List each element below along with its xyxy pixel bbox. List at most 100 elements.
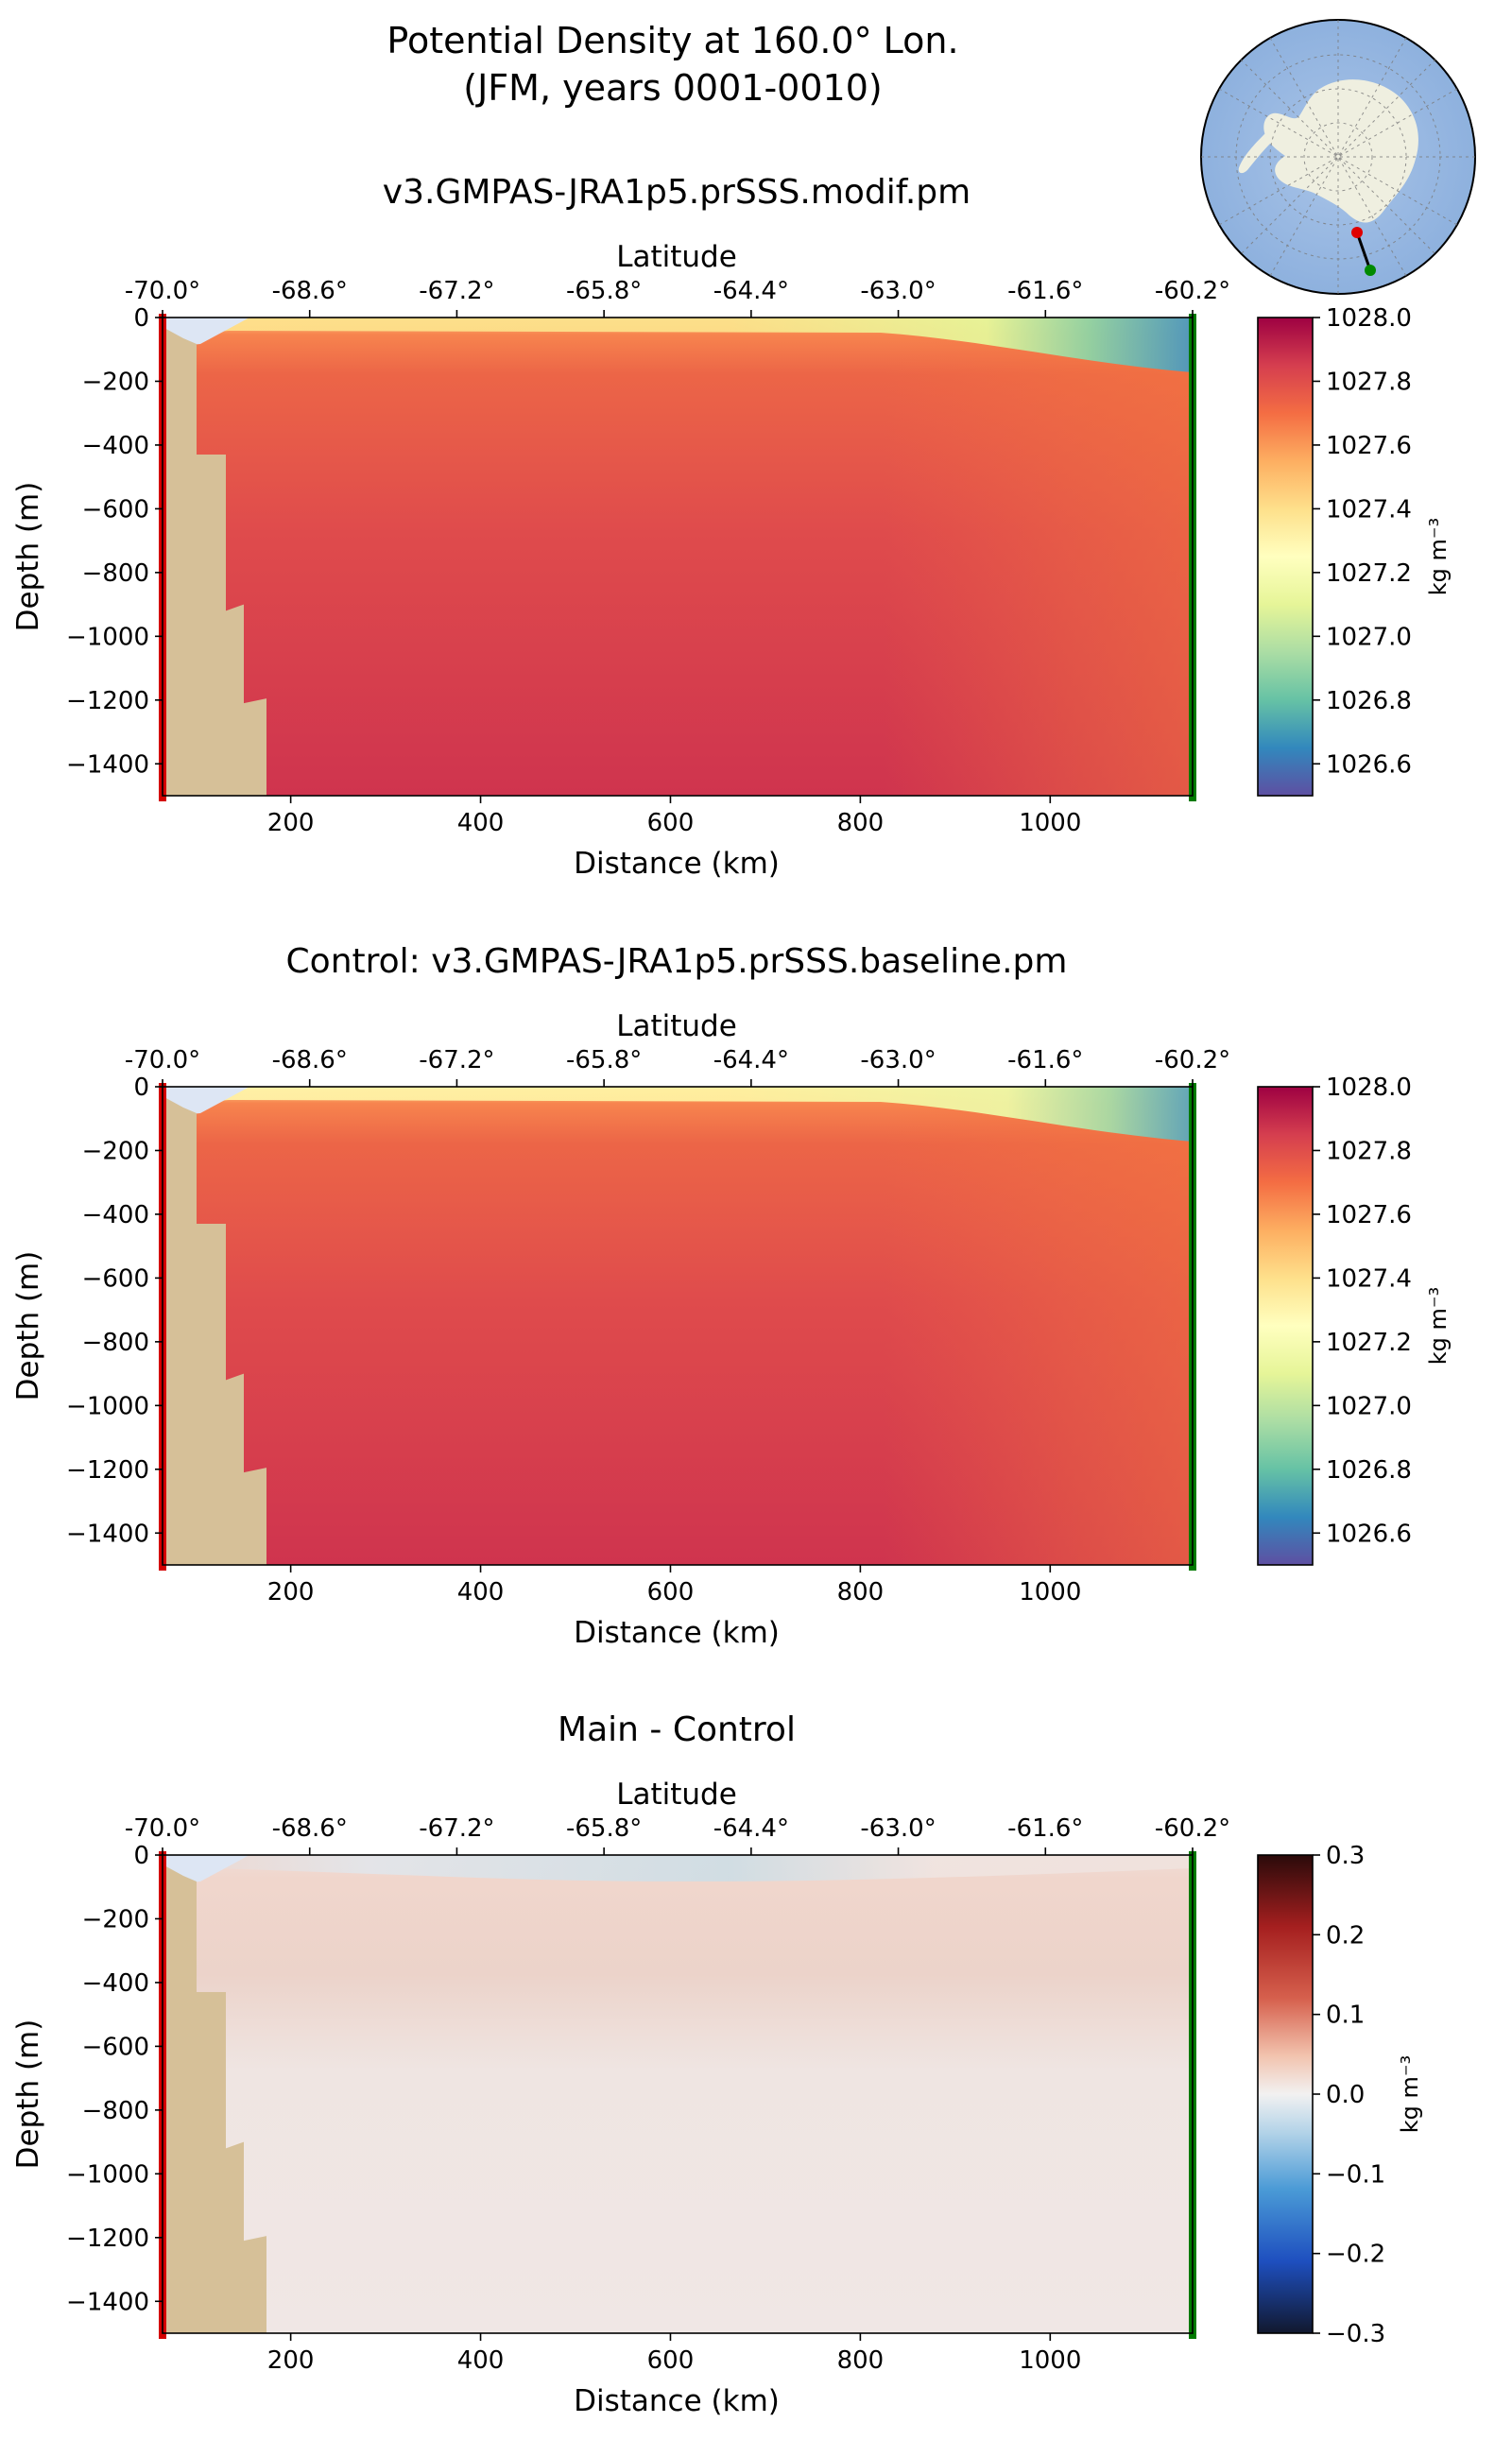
top-tick-label: -61.6° [1007, 1814, 1083, 1843]
top-tick-label: -63.0° [860, 277, 936, 305]
colorbar-tick-label: −0.1 [1326, 2160, 1385, 2189]
transect-end-dot [1365, 265, 1376, 276]
y-tick-label: −1200 [66, 687, 149, 715]
x-tick-label: 400 [457, 1578, 505, 1606]
top-tick-label: -64.4° [713, 1046, 789, 1074]
y-tick-label: −600 [82, 495, 149, 524]
colorbar-tick-label: −0.2 [1326, 2241, 1385, 2269]
field-offshore-tint [163, 318, 1193, 796]
top-tick-label: -67.2° [419, 1814, 494, 1843]
panel-title: v3.GMPAS-JRA1p5.prSSS.modif.pm [383, 173, 971, 212]
colorbar-label: kg m⁻³ [1425, 518, 1452, 595]
bathymetry-land [163, 327, 266, 796]
x-tick-label: 400 [457, 2346, 505, 2375]
panel-difference: Main - Control 200 400 600 800 1000 Distance (… [11, 1710, 1423, 2418]
colorbar-tick-label: 1027.8 [1326, 368, 1412, 396]
inset-map [1200, 19, 1476, 295]
transect-line [1355, 232, 1372, 271]
colorbar-tick-label: −0.3 [1326, 2320, 1385, 2348]
top-tick-label: -70.0° [125, 277, 200, 305]
top-axis-label: Latitude [616, 1009, 737, 1043]
y-tick-label: −1200 [66, 2225, 149, 2253]
colorbar-tick-label: 1027.4 [1326, 1264, 1412, 1293]
x-tick-label: 1000 [1019, 1578, 1081, 1606]
top-tick-label: -60.2° [1155, 277, 1230, 305]
top-tick-label: -68.6° [272, 1046, 348, 1074]
top-tick-label: -68.6° [272, 1814, 348, 1843]
x-tick-label: 200 [267, 1578, 315, 1606]
surface-layer [163, 1855, 1193, 1881]
y-axis-label: Depth (m) [11, 482, 45, 632]
colorbar [1257, 1854, 1314, 2334]
density-field [163, 1087, 1193, 1565]
colorbar-label: kg m⁻³ [1397, 2055, 1423, 2133]
top-tick-label: -67.2° [419, 277, 494, 305]
colorbar-tick-label: 1028.0 [1326, 304, 1412, 333]
top-tick-label: -68.6° [272, 277, 348, 305]
field-body [163, 1855, 1193, 2333]
colorbar-tick-label: 0.3 [1326, 1842, 1365, 1870]
surface-layer [163, 318, 1193, 372]
top-tick-label: -65.8° [566, 277, 642, 305]
figure-title-line1: Potential Density at 160.0° Lon. [387, 20, 958, 61]
panel-modif: v3.GMPAS-JRA1p5.prSSS.modif.pm 200 400 600 8… [11, 173, 1452, 881]
x-tick-label: 1000 [1019, 809, 1081, 837]
top-tick-label: -61.6° [1007, 277, 1083, 305]
density-field [163, 1855, 1193, 2333]
colorbar-tick-label: 0.2 [1326, 1921, 1365, 1950]
colorbar-tick-label: 1028.0 [1326, 1074, 1412, 1102]
bathymetry-land [163, 1864, 266, 2333]
y-tick-label: −400 [82, 1969, 149, 1998]
y-tick-label: 0 [133, 1074, 149, 1102]
colorbar-tick-label: 1026.8 [1326, 687, 1412, 715]
x-axis-label: Distance (km) [574, 2384, 780, 2418]
y-tick-label: −1000 [66, 1392, 149, 1420]
top-tick-label: -60.2° [1155, 1046, 1230, 1074]
colorbar-tick-label: 1027.4 [1326, 495, 1412, 524]
top-tick-label: -70.0° [125, 1046, 200, 1074]
top-tick-label: -64.4° [713, 277, 789, 305]
x-tick-label: 600 [647, 1578, 695, 1606]
panel-title: Main - Control [558, 1710, 796, 1749]
top-tick-label: -64.4° [713, 1814, 789, 1843]
colorbar-label: kg m⁻³ [1425, 1287, 1452, 1365]
colorbar-tick-label: 1026.6 [1326, 1520, 1412, 1548]
y-tick-label: −200 [82, 1137, 149, 1165]
antarctic-peninsula [1238, 132, 1272, 174]
y-tick-label: −200 [82, 368, 149, 396]
x-tick-label: 600 [647, 2346, 695, 2375]
x-tick-label: 400 [457, 809, 505, 837]
y-tick-label: −800 [82, 559, 149, 588]
transect-start-dot [1351, 227, 1363, 238]
x-tick-label: 800 [837, 2346, 885, 2375]
density-field [163, 318, 1193, 796]
figure-title-line2: (JFM, years 0001-0010) [463, 67, 882, 109]
map-graticule [1201, 20, 1475, 294]
top-axis-label: Latitude [616, 1778, 737, 1812]
colorbar-tick-label: 1027.2 [1326, 1329, 1412, 1357]
y-tick-label: −1400 [66, 2288, 149, 2316]
y-tick-label: 0 [133, 1842, 149, 1870]
x-tick-label: 200 [267, 809, 315, 837]
colorbar-tick-label: 1027.8 [1326, 1137, 1412, 1165]
y-axis-label: Depth (m) [11, 2019, 45, 2170]
colorbar-tick-label: 0.0 [1326, 2081, 1365, 2109]
x-axis-label: Distance (km) [574, 1616, 780, 1650]
colorbar-tick-label: 1027.6 [1326, 1201, 1412, 1229]
y-tick-label: −800 [82, 2097, 149, 2125]
colorbar [1257, 1086, 1314, 1566]
x-tick-label: 800 [837, 809, 885, 837]
y-tick-label: −600 [82, 1264, 149, 1293]
x-tick-label: 600 [647, 809, 695, 837]
y-tick-label: −1000 [66, 2160, 149, 2189]
colorbar-tick-label: 1026.8 [1326, 1456, 1412, 1485]
colorbar-tick-label: 1027.0 [1326, 1392, 1412, 1420]
y-tick-label: −400 [82, 1201, 149, 1229]
colorbar-tick-label: 1027.6 [1326, 432, 1412, 460]
top-tick-label: -65.8° [566, 1814, 642, 1843]
y-axis-label: Depth (m) [11, 1251, 45, 1401]
y-tick-label: 0 [133, 304, 149, 333]
y-tick-label: −600 [82, 2033, 149, 2061]
panel-title: Control: v3.GMPAS-JRA1p5.prSSS.baseline.… [286, 942, 1068, 981]
